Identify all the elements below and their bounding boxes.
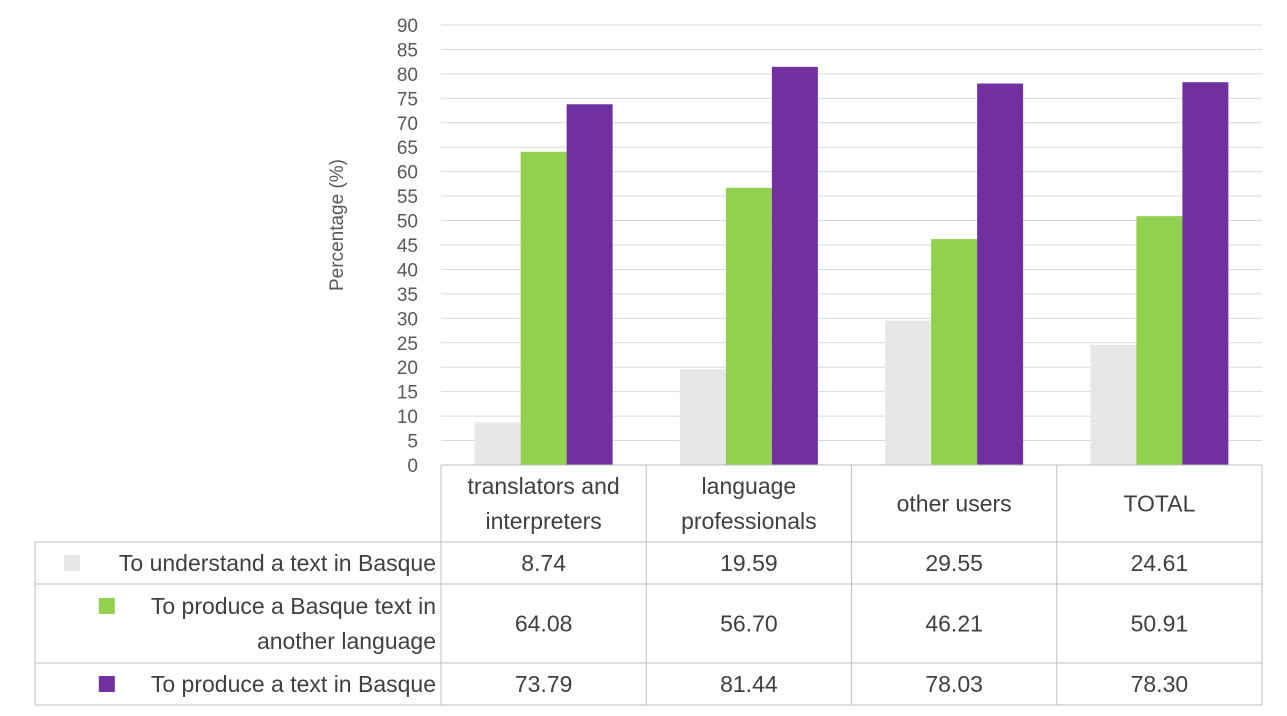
- category-label-2: language professionals: [681, 473, 817, 534]
- data-label-3-2: 81.44: [720, 671, 778, 697]
- data-label-1-4: 24.61: [1131, 550, 1189, 576]
- y-tick-label: 75: [397, 89, 418, 110]
- bar-1-4: [1090, 344, 1137, 465]
- y-tick-label: 15: [397, 383, 418, 404]
- y-tick-label: 55: [397, 187, 418, 208]
- bar-2-1: [520, 151, 567, 465]
- text-line: To produce a text in Basque: [151, 671, 436, 697]
- y-tick-label: 5: [407, 432, 418, 453]
- text-line: TOTAL: [1123, 491, 1195, 517]
- y-tick-label: 70: [397, 114, 418, 135]
- y-tick-label: 40: [397, 260, 418, 281]
- category-label-1: translators and interpreters: [468, 473, 620, 534]
- bar-2-3: [931, 239, 978, 465]
- legend-label-1: To understand a text in Basque: [119, 550, 436, 576]
- data-label-3-4: 78.30: [1131, 671, 1189, 697]
- bar-2-4: [1136, 216, 1183, 465]
- legend-swatch-2: [98, 598, 115, 614]
- legend-label-3: To produce a text in Basque: [151, 671, 436, 697]
- y-tick-label: 65: [397, 138, 418, 159]
- data-label-2-2: 56.70: [720, 611, 778, 637]
- data-label-2-3: 46.21: [925, 611, 983, 637]
- bar-3-4: [1182, 82, 1229, 465]
- legend-label-2: To produce a Basque text in another langu…: [151, 593, 436, 654]
- bar-3-2: [771, 66, 818, 466]
- y-tick-label: 80: [397, 65, 418, 86]
- text-line: language: [702, 473, 797, 499]
- text-line: To produce a Basque text in: [151, 593, 436, 619]
- bar-2-2: [725, 187, 772, 466]
- text-line: other users: [897, 491, 1012, 517]
- y-tick-label: 85: [397, 40, 418, 61]
- bar-1-3: [885, 320, 932, 465]
- data-label-1-1: 8.74: [521, 550, 566, 576]
- legend-swatch-3: [98, 676, 115, 692]
- text-line: translators and: [468, 473, 620, 499]
- data-label-1-2: 19.59: [720, 550, 778, 576]
- text-line: professionals: [681, 508, 817, 534]
- y-tick-label: 35: [397, 285, 418, 306]
- data-label-3-3: 78.03: [925, 671, 983, 697]
- bar-1-1: [474, 422, 521, 465]
- text-line: another language: [257, 628, 436, 654]
- y-tick-label: 10: [397, 407, 418, 428]
- y-tick-label: 50: [397, 212, 418, 233]
- bar-3-1: [566, 104, 613, 465]
- data-label-2-4: 50.91: [1131, 611, 1189, 637]
- data-label-1-3: 29.55: [925, 550, 983, 576]
- category-label-4: TOTAL: [1123, 491, 1195, 517]
- bars: [474, 66, 1229, 466]
- y-tick-label: 25: [397, 334, 418, 355]
- bar-3-3: [977, 83, 1024, 466]
- text-line: To understand a text in Basque: [119, 550, 436, 576]
- data-table: translators and interpreters language profe…: [34, 464, 1263, 706]
- text-line: interpreters: [485, 508, 601, 534]
- y-tick-label: 20: [397, 358, 418, 379]
- category-label-3: other users: [897, 491, 1012, 517]
- y-axis: 0 5 10 15 20 25 30 35 40 45 50 55 60 65 70 75 80 85 90: [397, 16, 418, 477]
- y-tick-label: 45: [397, 236, 418, 257]
- y-tick-label: 0: [407, 456, 418, 477]
- y-axis-label: Percentage (%): [327, 159, 348, 291]
- y-tick-label: 90: [397, 16, 418, 37]
- y-tick-label: 60: [397, 163, 418, 184]
- data-label-3-1: 73.79: [515, 671, 573, 697]
- legend-swatch-1: [64, 555, 80, 571]
- y-tick-label: 30: [397, 309, 418, 330]
- data-label-2-1: 64.08: [515, 611, 573, 637]
- bar-1-2: [679, 369, 726, 465]
